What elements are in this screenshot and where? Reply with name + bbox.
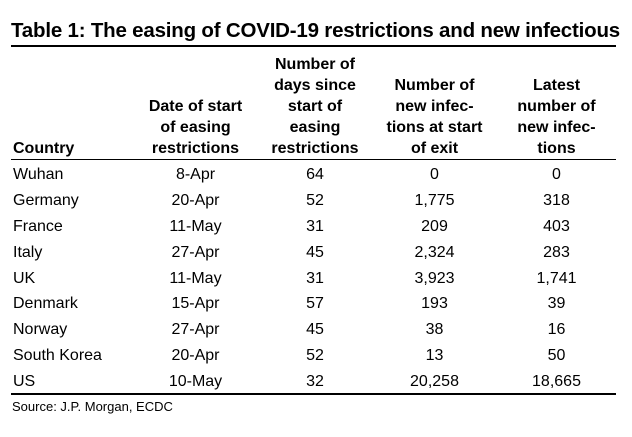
cell-country: Wuhan — [13, 165, 64, 183]
cell-date-start: 15-Apr — [171, 295, 220, 313]
table-row: Norway 27-Apr 45 38 16 — [11, 317, 616, 343]
source-note: Source: J.P. Morgan, ECDC — [12, 399, 173, 414]
cell-date-start: 8-Apr — [175, 165, 216, 183]
header-line: number of — [517, 98, 596, 115]
cell-days-since: 52 — [306, 347, 324, 365]
cell-latest-infections: 318 — [543, 191, 570, 209]
covid-restrictions-table: Country Date of start of easing restrict… — [11, 48, 616, 395]
cell-infections-at-exit: 3,923 — [414, 269, 455, 287]
top-rule — [11, 45, 616, 47]
cell-infections-at-exit: 1,775 — [414, 191, 455, 209]
table-row: US 10-May 32 20,258 18,665 — [11, 369, 616, 395]
cell-latest-infections: 283 — [543, 243, 570, 261]
cell-infections-at-exit: 20,258 — [410, 373, 459, 391]
cell-country: UK — [13, 269, 36, 287]
cell-country: Norway — [13, 321, 68, 339]
table-row: Wuhan 8-Apr 64 0 0 — [11, 160, 616, 188]
table-row: Germany 20-Apr 52 1,775 318 — [11, 188, 616, 214]
header-row: Country Date of start of easing restrict… — [11, 48, 616, 160]
cell-date-start: 27-Apr — [171, 321, 220, 339]
table-row: South Korea 20-Apr 52 13 50 — [11, 343, 616, 369]
cell-latest-infections: 39 — [547, 295, 566, 313]
cell-days-since: 31 — [306, 269, 324, 287]
header-rule — [11, 159, 616, 160]
cell-country: US — [13, 373, 36, 391]
cell-latest-infections: 0 — [552, 165, 561, 183]
header-line: restrictions — [271, 140, 359, 157]
cell-latest-infections: 16 — [547, 321, 566, 339]
cell-date-start: 11-May — [169, 217, 222, 235]
header-line: start of — [287, 98, 343, 115]
cell-latest-infections: 403 — [543, 217, 570, 235]
cell-infections-at-exit: 38 — [425, 321, 444, 339]
cell-days-since: 31 — [306, 217, 324, 235]
header-days-since: Number of days since start of easing res… — [258, 48, 372, 160]
header-latest-infections: Latest number of new infec- tions — [497, 48, 616, 160]
table-row: France 11-May 31 209 403 — [11, 214, 616, 240]
cell-infections-at-exit: 13 — [425, 347, 444, 365]
header-line: days since — [274, 77, 356, 94]
cell-country: Germany — [13, 191, 79, 209]
bottom-rule — [11, 393, 616, 395]
table-row: Denmark 15-Apr 57 193 39 — [11, 291, 616, 317]
cell-country: France — [13, 217, 63, 235]
header-date-start: Date of start of easing restrictions — [133, 48, 258, 160]
header-line: of exit — [410, 140, 459, 157]
cell-days-since: 32 — [306, 373, 324, 391]
cell-date-start: 11-May — [169, 269, 222, 287]
cell-days-since: 57 — [306, 295, 324, 313]
header-line: Date of start — [148, 98, 243, 115]
header-line: Country — [13, 140, 75, 157]
cell-date-start: 27-Apr — [171, 243, 220, 261]
header-line: restrictions — [151, 140, 240, 157]
cell-date-start: 20-Apr — [171, 347, 220, 365]
header-infections-at-exit: Number of new infec- tions at start of e… — [372, 48, 497, 160]
header-line: Number of — [275, 56, 355, 73]
header-line: Latest — [532, 77, 581, 94]
cell-date-start: 10-May — [168, 373, 223, 391]
cell-latest-infections: 1,741 — [536, 269, 577, 287]
cell-infections-at-exit: 193 — [421, 295, 448, 313]
header-line: tions — [537, 140, 576, 157]
cell-infections-at-exit: 209 — [421, 217, 448, 235]
cell-country: Denmark — [13, 295, 78, 313]
cell-country: South Korea — [13, 347, 102, 365]
cell-days-since: 45 — [306, 321, 324, 339]
table-row: Italy 27-Apr 45 2,324 283 — [11, 240, 616, 266]
header-line: tions at start — [386, 119, 483, 136]
header-line: of easing — [160, 119, 231, 136]
cell-infections-at-exit: 2,324 — [414, 243, 455, 261]
cell-latest-infections: 18,665 — [532, 373, 581, 391]
cell-days-since: 52 — [306, 191, 324, 209]
cell-date-start: 20-Apr — [171, 191, 220, 209]
table-title: Table 1: The easing of COVID-19 restrict… — [11, 19, 620, 42]
cell-days-since: 64 — [306, 165, 324, 183]
header-line: Number of — [394, 77, 475, 94]
header-line: easing — [289, 119, 341, 136]
header-line: new infec- — [395, 98, 474, 115]
cell-days-since: 45 — [306, 243, 324, 261]
header-line: new infec- — [517, 119, 596, 136]
cell-infections-at-exit: 0 — [430, 165, 439, 183]
table-row: UK 11-May 31 3,923 1,741 — [11, 266, 616, 292]
cell-country: Italy — [13, 243, 43, 261]
cell-latest-infections: 50 — [547, 347, 566, 365]
header-country: Country — [11, 48, 133, 160]
